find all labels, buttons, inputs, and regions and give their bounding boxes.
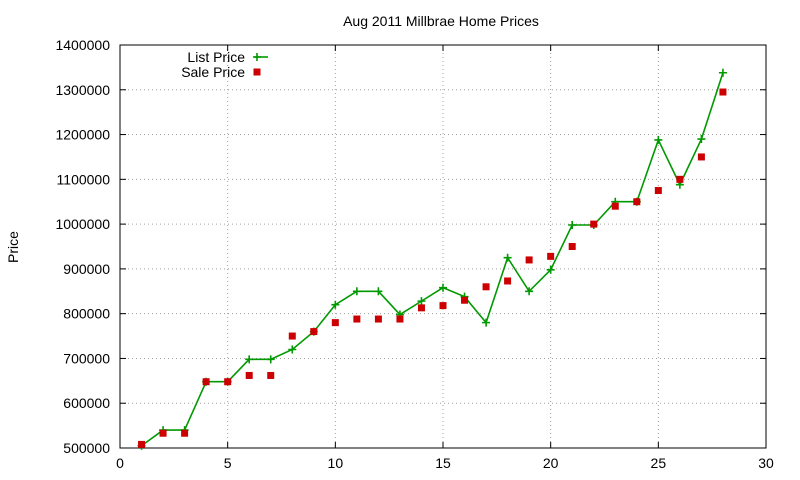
data-point-square — [611, 202, 619, 210]
data-point-square — [353, 315, 361, 323]
y-tick-label: 1300000 — [55, 82, 110, 98]
x-tick-label: 0 — [116, 455, 124, 471]
grid — [120, 45, 766, 448]
data-point-square — [568, 243, 576, 250]
x-tick-label: 10 — [328, 455, 344, 471]
data-point-square — [181, 429, 189, 437]
data-point-plus — [352, 287, 361, 296]
x-tick-label: 30 — [758, 455, 774, 471]
y-tick-label: 600000 — [63, 395, 110, 411]
series-sale-price — [138, 88, 727, 448]
series-list-price — [137, 68, 727, 450]
axis-ticks: 0 5 10 15 20 25 30 500000 600000 700000 800000 9000… — [55, 37, 774, 471]
data-point-square — [697, 153, 705, 161]
plot-frame — [119, 44, 767, 449]
legend-marker-plus — [253, 53, 261, 61]
data-point-square — [331, 319, 339, 327]
data-point-plus — [503, 253, 512, 262]
data-point-plus — [482, 318, 491, 327]
data-point-square — [676, 175, 684, 183]
legend-item: Sale Price — [181, 64, 261, 80]
data-point-plus — [331, 300, 340, 309]
series-layer — [137, 68, 727, 450]
x-tick-label: 25 — [651, 455, 667, 471]
y-tick-label: 900000 — [63, 261, 110, 277]
data-point-square — [267, 371, 275, 379]
data-point-plus — [266, 355, 275, 364]
series-line — [141, 72, 724, 447]
data-point-plus — [417, 297, 426, 306]
data-point-square — [590, 220, 598, 228]
data-point-square — [482, 283, 490, 291]
data-point-square — [719, 88, 727, 96]
x-tick-label: 5 — [224, 455, 232, 471]
data-point-square — [159, 429, 167, 437]
data-point-square — [633, 198, 641, 206]
data-point-square — [654, 187, 662, 195]
data-point-plus — [439, 283, 447, 292]
chart-title: Aug 2011 Millbrae Home Prices — [343, 13, 539, 29]
data-point-plus — [718, 68, 727, 77]
data-point-plus — [245, 355, 254, 364]
data-point-square — [202, 378, 210, 386]
x-tick-label: 15 — [435, 455, 451, 471]
data-point-square — [138, 440, 146, 448]
legend-item: List Price — [187, 49, 268, 65]
y-tick-label: 800000 — [63, 306, 110, 322]
data-point-plus — [697, 135, 706, 144]
data-point-square — [504, 277, 512, 285]
data-point-plus — [568, 221, 577, 230]
legend-label: List Price — [187, 49, 245, 65]
data-point-square — [310, 328, 318, 336]
x-tick-label: 20 — [543, 455, 559, 471]
data-point-square — [417, 304, 425, 312]
data-point-square — [374, 315, 382, 323]
data-point-square — [224, 378, 232, 386]
data-point-square — [439, 302, 447, 310]
y-tick-label: 1400000 — [55, 37, 110, 53]
y-tick-label: 700000 — [63, 350, 110, 366]
y-tick-label: 1000000 — [55, 216, 110, 232]
legend-label: Sale Price — [181, 64, 245, 80]
data-point-square — [461, 296, 469, 304]
legend-marker-square — [253, 68, 261, 76]
data-point-square — [525, 256, 533, 264]
data-point-plus — [546, 265, 555, 274]
data-point-plus — [654, 135, 663, 144]
y-axis-label: Price — [5, 231, 21, 263]
data-point-square — [288, 332, 296, 340]
y-tick-label: 1100000 — [57, 171, 111, 187]
data-point-plus — [288, 345, 297, 354]
data-point-square — [245, 371, 253, 379]
data-point-plus — [374, 287, 383, 296]
y-tick-label: 1200000 — [55, 127, 110, 143]
data-point-square — [396, 315, 404, 323]
data-point-plus — [525, 287, 534, 296]
data-point-square — [547, 252, 555, 260]
y-tick-label: 500000 — [63, 440, 110, 456]
